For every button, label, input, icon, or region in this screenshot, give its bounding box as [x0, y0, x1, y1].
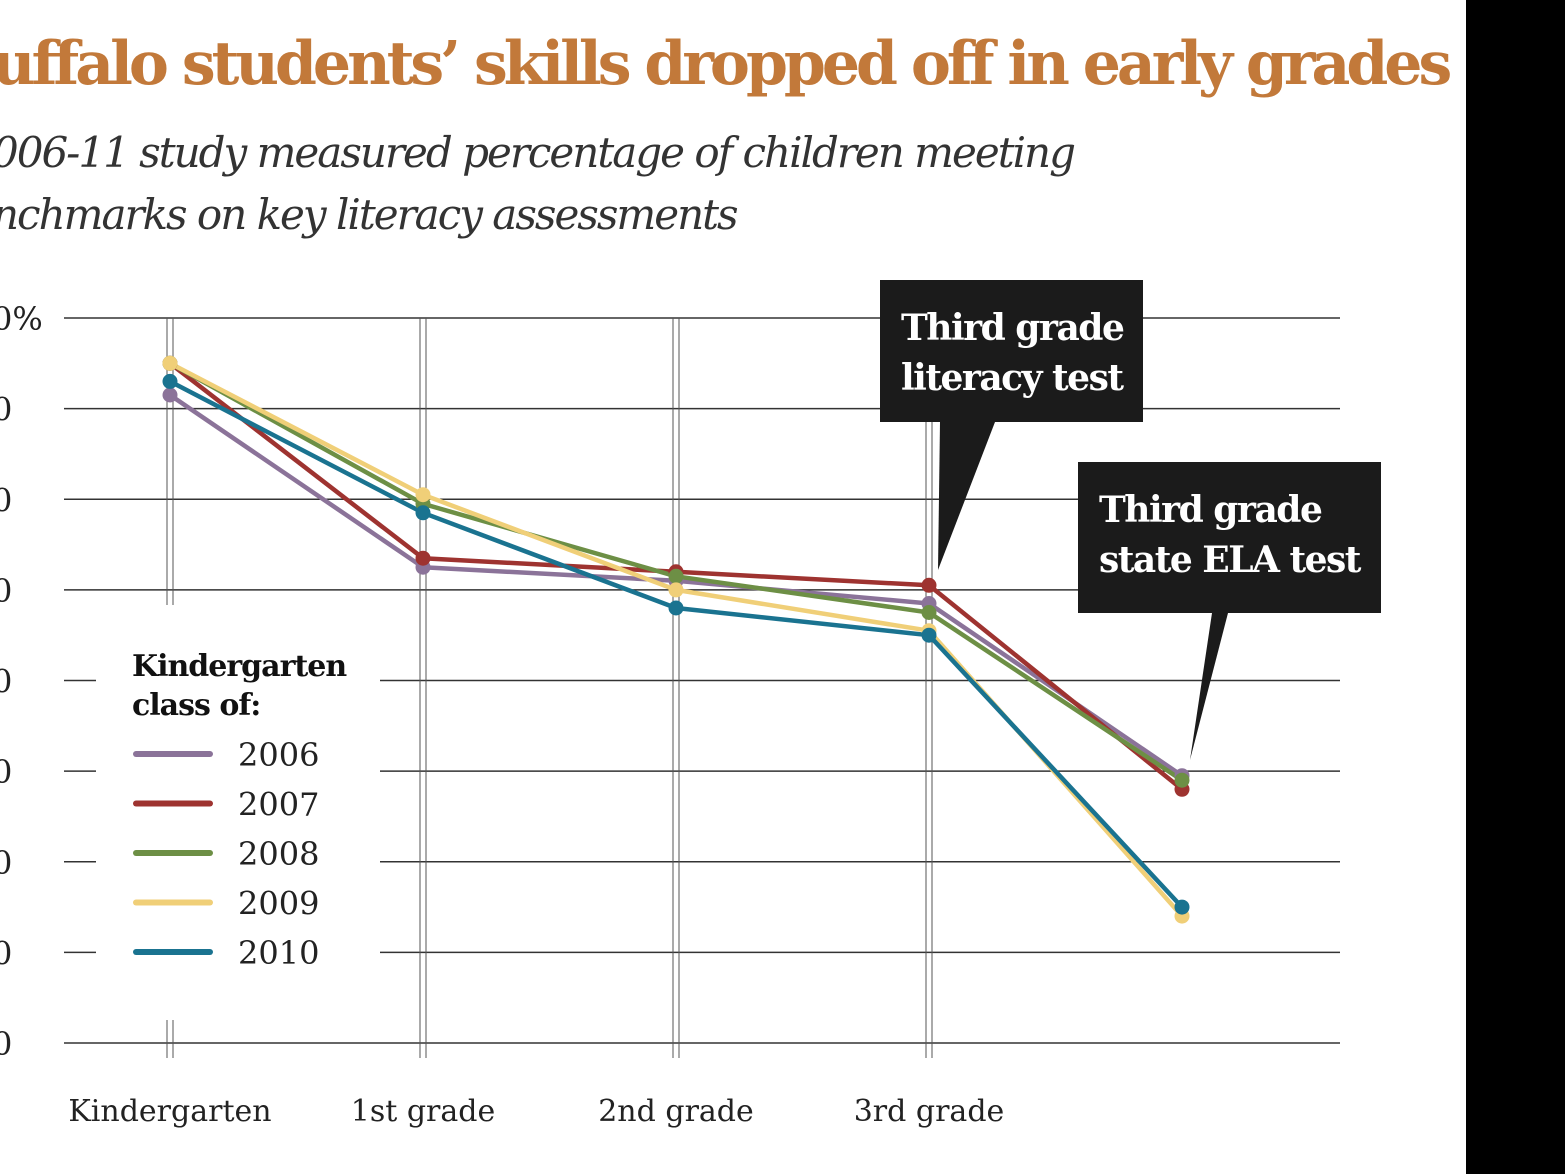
chart-canvas: uffalo students’ skills dropped off in e… [0, 29, 1453, 1129]
legend-title-line: Kindergarten [132, 649, 347, 684]
data-point-2006 [162, 387, 178, 403]
callout-box [880, 280, 1143, 422]
y-tick-label: 0 [0, 391, 12, 429]
data-point-2009 [668, 582, 684, 598]
legend-label-2006: 2006 [238, 736, 319, 774]
data-point-2010 [162, 373, 178, 389]
chart-subtitle: 006-11 study measured percentage of chil… [0, 128, 1076, 239]
y-tick-label: 0 [0, 753, 12, 791]
black-side-bar [1466, 0, 1565, 1174]
legend: Kindergarten class of: 2006 2007 2008 2009 201… [132, 649, 348, 972]
x-tick-label: 2nd grade [598, 1094, 754, 1129]
data-point-2009 [162, 355, 178, 371]
callout-label: Third grade state ELA test [1099, 489, 1362, 581]
chart-title: uffalo students’ skills dropped off in e… [0, 29, 1452, 99]
y-tick-label: 0 [0, 481, 12, 519]
callout-box [1078, 462, 1381, 613]
data-point-2008 [1174, 772, 1190, 788]
y-tick-label: 0 [0, 663, 12, 701]
data-point-2009 [415, 487, 431, 503]
y-tick-label: 0 [0, 1025, 12, 1063]
callout-label: Third grade literacy test [901, 307, 1124, 399]
callout-label-line: literacy test [901, 357, 1124, 399]
series-line-2010 [167, 379, 1185, 910]
data-point-2007 [415, 550, 431, 566]
legend-label-2007: 2007 [238, 786, 319, 824]
x-tick-label: 3rd grade [854, 1094, 1005, 1129]
y-tick-label: 0 [0, 844, 12, 882]
data-point-2010 [668, 600, 684, 616]
data-point-2010 [921, 627, 937, 643]
data-point-2010 [415, 505, 431, 521]
line-chart: 0% 0 0 0 0 0 0 0 0 Kindergarten 1st grade 2nd grade… [0, 280, 1381, 1129]
callout-pointer [1190, 613, 1228, 760]
legend-label-2008: 2008 [238, 835, 319, 873]
y-tick-label: 0% [0, 300, 43, 338]
y-tick-label: 0 [0, 934, 12, 972]
y-tick-label: 0 [0, 572, 12, 610]
legend-label-2010: 2010 [238, 934, 319, 972]
x-tick-label: Kindergarten [68, 1094, 271, 1129]
x-tick-label: 1st grade [351, 1094, 495, 1129]
data-point-2008 [921, 605, 937, 620]
data-point-2008 [668, 568, 684, 584]
annotation-callout: Third grade state ELA test [1078, 462, 1381, 760]
legend-title: Kindergarten class of: [132, 649, 347, 723]
data-point-2010 [1174, 899, 1190, 915]
legend-label-2009: 2009 [238, 885, 319, 923]
callout-label-line: Third grade [901, 307, 1124, 349]
annotation-callout: Third grade literacy test [880, 280, 1143, 570]
data-point-2007 [921, 577, 937, 593]
callout-pointer [938, 422, 995, 570]
callout-label-line: state ELA test [1099, 539, 1362, 581]
legend-title-line: class of: [132, 688, 260, 723]
callout-label-line: Third grade [1099, 489, 1322, 531]
